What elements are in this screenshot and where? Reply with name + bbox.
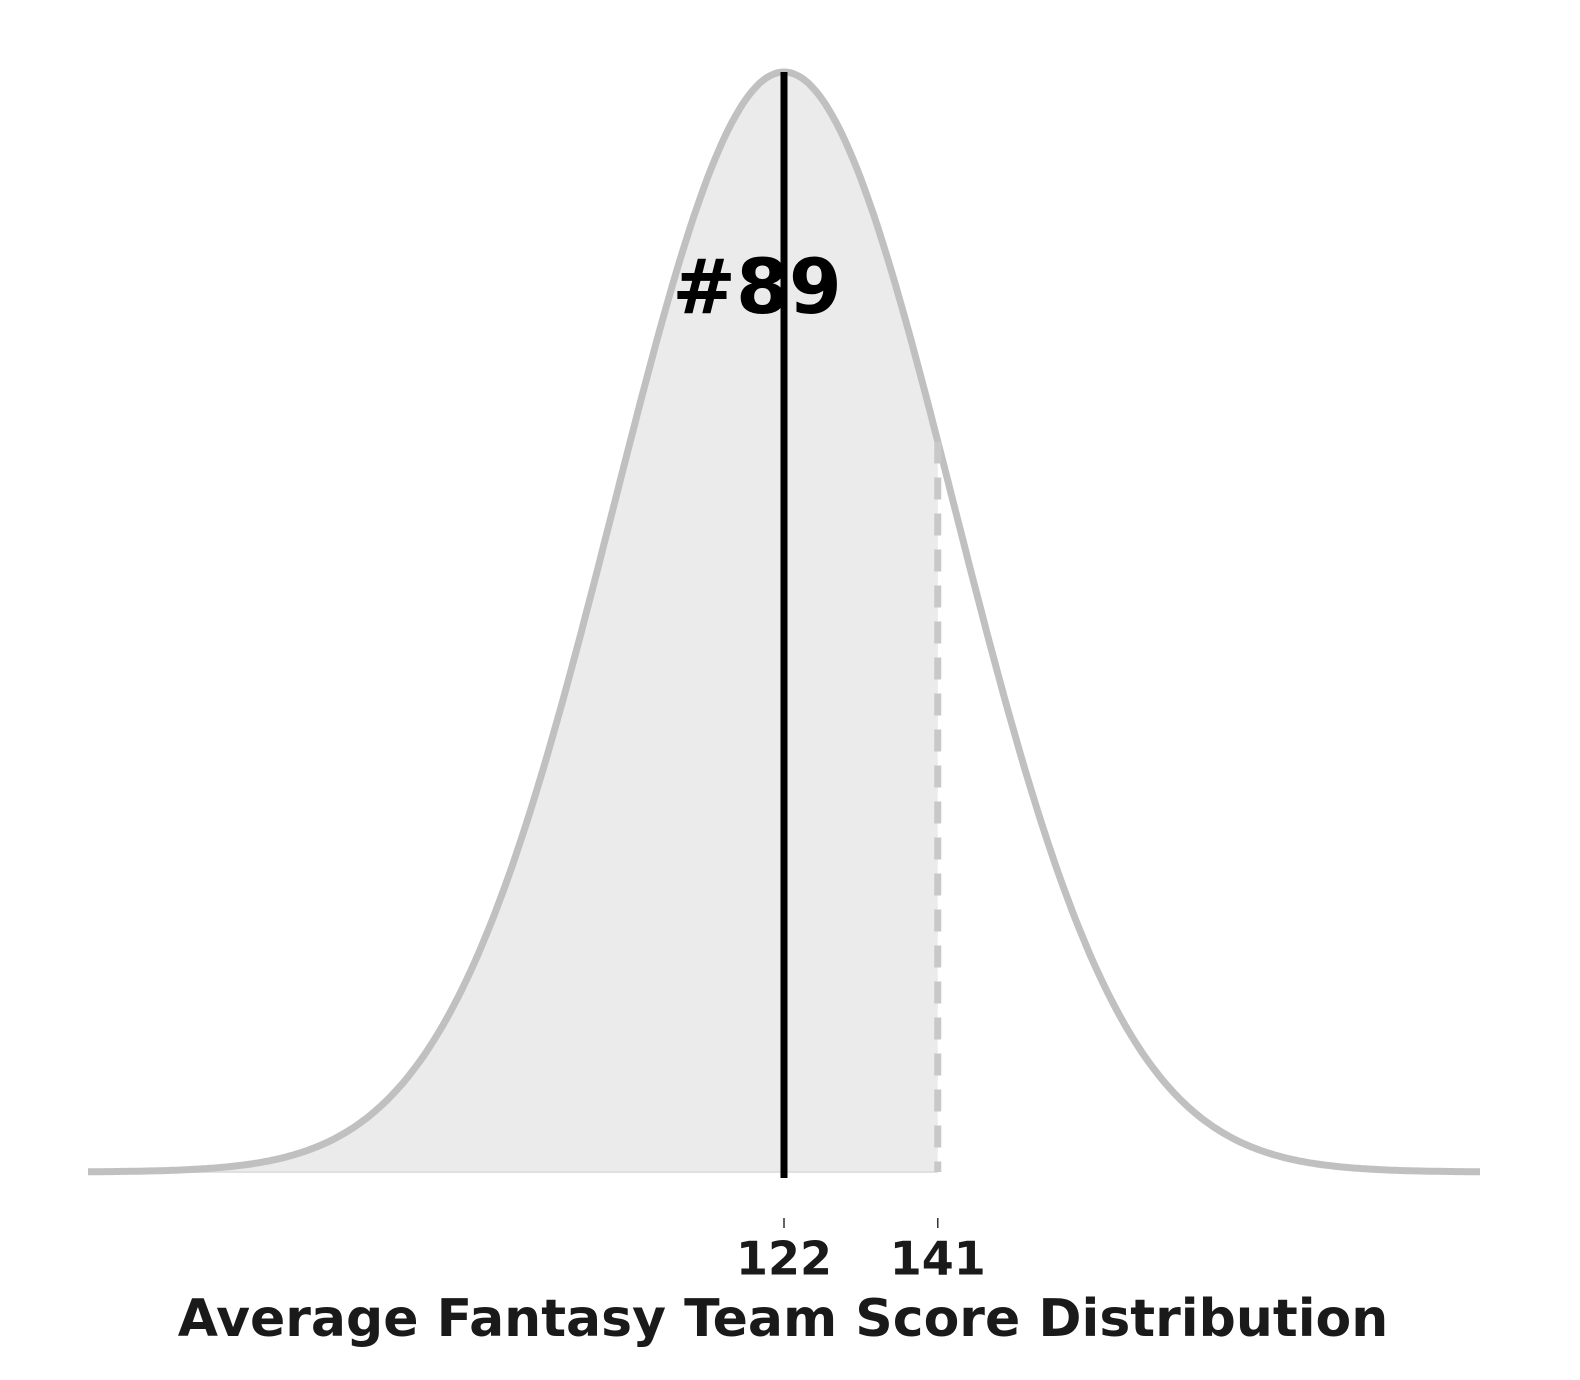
- area-fill: [88, 72, 938, 1172]
- x-tick-label: 122: [736, 1232, 832, 1286]
- x-tick-label: 141: [890, 1232, 986, 1286]
- x-axis-label: Average Fantasy Team Score Distribution: [178, 1289, 1389, 1349]
- annotation: #89: [672, 242, 841, 331]
